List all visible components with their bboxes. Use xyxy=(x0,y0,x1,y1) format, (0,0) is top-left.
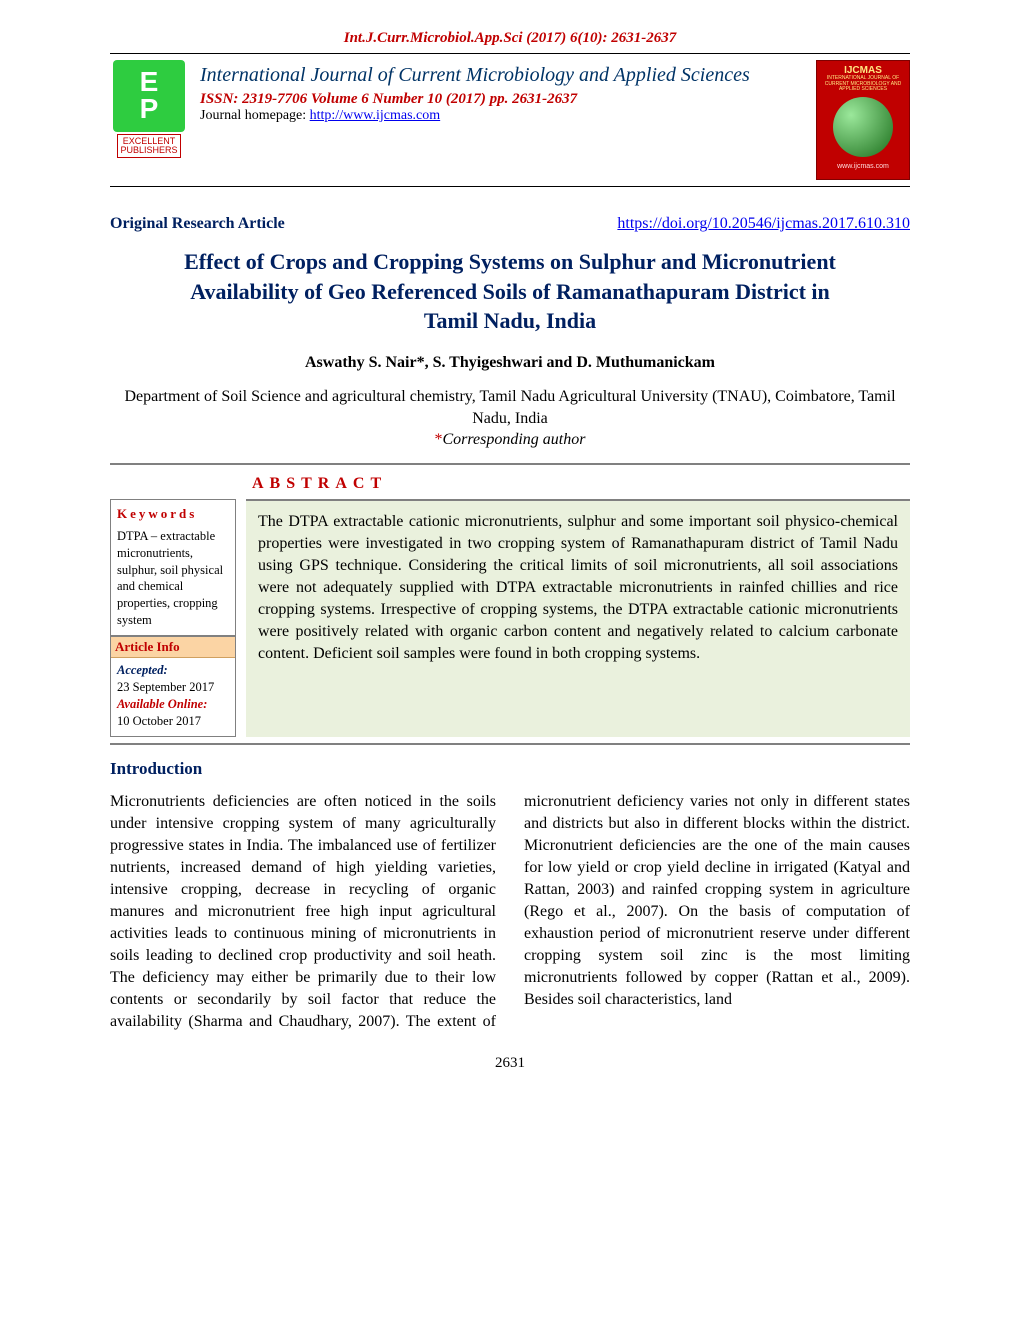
accepted-label: Accepted: xyxy=(117,663,168,677)
issn-line: ISSN: 2319-7706 Volume 6 Number 10 (2017… xyxy=(200,91,804,108)
journal-header: EP EXCELLENT PUBLISHERS International Jo… xyxy=(110,53,910,187)
keywords-text: DTPA – extractable micronutrients, sulph… xyxy=(117,528,229,629)
article-type: Original Research Article xyxy=(110,215,285,233)
homepage-prefix: Journal homepage: xyxy=(200,108,310,123)
corresponding-author: *Corresponding author xyxy=(110,431,910,449)
publisher-logo: EP EXCELLENT PUBLISHERS xyxy=(110,60,188,170)
journal-info: International Journal of Current Microbi… xyxy=(200,60,804,124)
keywords-label: Keywords xyxy=(117,506,229,522)
ep-logo-icon: EP xyxy=(113,60,185,132)
available-date: 10 October 2017 xyxy=(117,714,201,728)
introduction-body: Micronutrients deficiencies are often no… xyxy=(110,791,910,1034)
journal-cover-icon: IJCMAS INTERNATIONAL JOURNAL OF CURRENT … xyxy=(816,60,910,180)
available-label: Available Online: xyxy=(117,697,207,711)
sidebar: Keywords DTPA – extractable micronutrien… xyxy=(110,499,236,737)
article-info-body: Accepted: 23 September 2017 Available On… xyxy=(117,662,229,730)
article-info-box: Article Info Accepted: 23 September 2017… xyxy=(110,636,236,737)
journal-name: International Journal of Current Microbi… xyxy=(200,64,804,87)
keywords-box: Keywords DTPA – extractable micronutrien… xyxy=(110,499,236,636)
accepted-date: 23 September 2017 xyxy=(117,680,214,694)
article-info-label: Article Info xyxy=(111,637,235,658)
globe-icon xyxy=(833,97,893,157)
article-title: Effect of Crops and Cropping Systems on … xyxy=(170,247,850,336)
divider xyxy=(110,743,910,745)
doi: https://doi.org/10.20546/ijcmas.2017.610… xyxy=(617,215,910,233)
doi-link[interactable]: https://doi.org/10.20546/ijcmas.2017.610… xyxy=(617,215,910,232)
authors: Aswathy S. Nair*, S. Thyigeshwari and D.… xyxy=(110,354,910,372)
article-meta-row: Original Research Article https://doi.or… xyxy=(110,215,910,233)
homepage-line: Journal homepage: http://www.ijcmas.com xyxy=(200,108,804,124)
abstract-label: ABSTRACT xyxy=(252,475,910,493)
introduction-heading: Introduction xyxy=(110,759,910,779)
cover-subtitle: INTERNATIONAL JOURNAL OF CURRENT MICROBI… xyxy=(817,76,909,93)
page-number: 2631 xyxy=(110,1055,910,1072)
publisher-name: EXCELLENT PUBLISHERS xyxy=(117,134,180,158)
abstract-text: The DTPA extractable cationic micronutri… xyxy=(246,499,910,737)
running-header: Int.J.Curr.Microbiol.App.Sci (2017) 6(10… xyxy=(110,30,910,47)
divider xyxy=(110,463,910,465)
homepage-link[interactable]: http://www.ijcmas.com xyxy=(310,108,441,123)
abstract-section: Keywords DTPA – extractable micronutrien… xyxy=(110,499,910,737)
cover-url: www.ijcmas.com xyxy=(837,163,889,170)
affiliation: Department of Soil Science and agricultu… xyxy=(110,386,910,431)
